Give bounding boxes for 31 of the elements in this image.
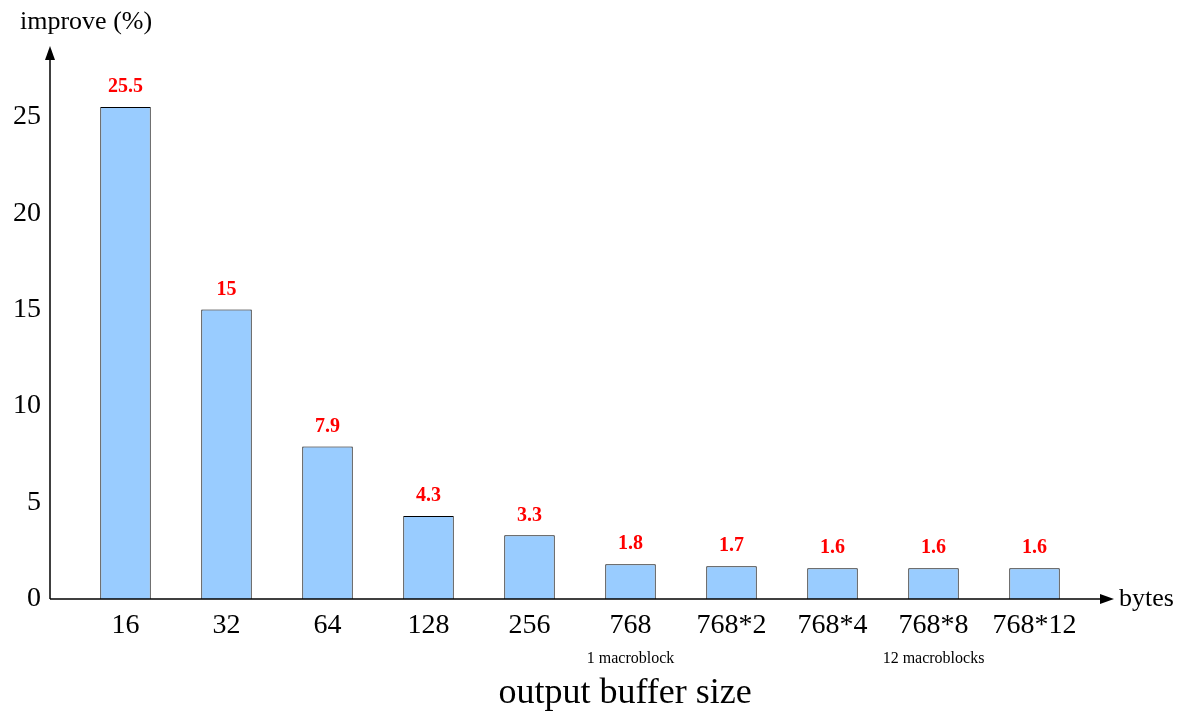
data-label: 1.8 (618, 531, 643, 554)
x-tick-label: 768*8 (898, 608, 969, 640)
x-tick-label: 16 (111, 608, 140, 640)
data-label: 1.6 (820, 535, 845, 558)
data-label: 7.9 (315, 413, 340, 436)
y-tick-label: 20 (13, 195, 41, 227)
data-label: 3.3 (517, 502, 542, 525)
x-axis-title: output buffer size (498, 671, 752, 712)
y-tick-label: 10 (13, 388, 41, 420)
y-tick-label: 25 (13, 99, 41, 131)
x-tick-label: 768*12 (992, 608, 1077, 640)
x-tick-label: 768*4 (797, 608, 868, 640)
text: 12 macroblocks (882, 649, 985, 667)
data-label: 1.7 (719, 533, 744, 556)
y-tick-label: 0 (27, 581, 41, 613)
data-label: 4.3 (416, 483, 441, 506)
data-label: 1.6 (921, 535, 946, 558)
x-tick-label: 768 (609, 608, 652, 640)
x-tick-label: 32 (212, 608, 241, 640)
x-tick-label: 64 (313, 608, 342, 640)
text: 1 macroblock (586, 649, 675, 667)
y-tick-label: 5 (27, 484, 41, 516)
data-label: 25.5 (108, 74, 143, 97)
text: bytes (1119, 582, 1174, 612)
y-tick-label: 15 (13, 291, 41, 323)
data-label: 15 (216, 276, 237, 299)
x-tick-label: 128 (407, 608, 450, 640)
x-tick-label: 256 (508, 608, 551, 640)
y-axis-title: improve (%) (20, 5, 153, 35)
data-label: 1.6 (1022, 535, 1047, 558)
x-tick-label: 768*2 (696, 608, 767, 640)
